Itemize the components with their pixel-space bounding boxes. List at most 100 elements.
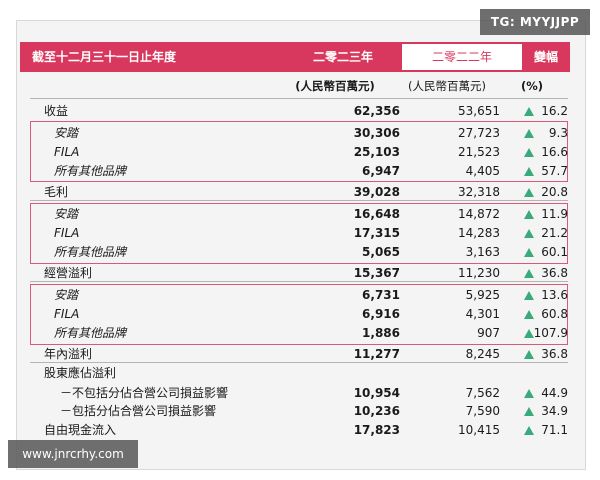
value-2022: 3,163 (465, 245, 500, 259)
up-arrow-icon (524, 389, 534, 398)
row-label: 所有其他品牌 (54, 245, 127, 259)
financial-summary-document (16, 20, 586, 470)
telegram-watermark: TG: MYYJJPP (480, 9, 590, 35)
change-percent: 60.1 (541, 245, 568, 259)
row-label: 安踏 (54, 288, 79, 302)
value-2022: 21,523 (458, 145, 500, 159)
value-2022: 14,872 (458, 207, 500, 221)
row-label: 所有其他品牌 (54, 326, 127, 340)
value-2023: 6,916 (362, 307, 400, 321)
row-label: 年內溢利 (44, 347, 93, 361)
value-2022: 11,230 (458, 266, 500, 280)
up-arrow-icon (524, 210, 534, 219)
table-row: 安踏 30,306 27,723 9.3 (30, 124, 570, 143)
value-2022: 27,723 (458, 126, 500, 140)
operating-profit-brand-box (30, 284, 568, 345)
value-2022: 10,415 (458, 423, 500, 437)
table-row: FILA 6,916 4,301 60.8 (30, 305, 570, 324)
row-label: 安踏 (54, 207, 79, 221)
row-label: FILA (54, 226, 80, 240)
change-percent: 36.8 (541, 347, 568, 361)
value-2022: 5,925 (465, 288, 500, 302)
value-2023: 17,315 (353, 226, 400, 240)
table-row: 收益 62,356 53,651 16.2 (30, 102, 570, 121)
table-row: 經營溢利 15,367 11,230 36.8 (30, 264, 570, 283)
value-2022: 4,405 (465, 164, 500, 178)
change-percent: 11.9 (541, 207, 568, 221)
table-row: 所有其他品牌 6,947 4,405 57.7 (30, 162, 570, 181)
value-2023: 25,103 (353, 145, 400, 159)
up-arrow-icon (524, 167, 534, 176)
value-2022: 7,562 (465, 386, 500, 400)
value-2023: 62,356 (353, 104, 400, 118)
table-row: 毛利 39,028 32,318 20.8 (30, 183, 570, 202)
value-2023: 39,028 (353, 185, 400, 199)
value-2023: 1,886 (362, 326, 400, 340)
gross-profit-brand-box (30, 203, 568, 264)
up-arrow-icon (524, 426, 534, 435)
table-row: －包括分佔合營公司損益影響 10,236 7,590 34.9 (30, 402, 570, 421)
table-row: 所有其他品牌 1,886 907 107.9 (30, 324, 570, 343)
value-2023: 30,306 (353, 126, 400, 140)
value-2022: 7,590 (465, 404, 500, 418)
value-2022: 32,318 (458, 185, 500, 199)
table-header: 截至十二月三十一日止年度 二零二三年 二零二二年 變幅 (20, 42, 570, 72)
change-percent: 34.9 (541, 404, 568, 418)
table-row: 自由現金流入 17,823 10,415 71.1 (30, 421, 570, 440)
table-row: FILA 25,103 21,523 16.6 (30, 143, 570, 162)
change-percent: 36.8 (541, 266, 568, 280)
value-2023: 5,065 (362, 245, 400, 259)
up-arrow-icon (524, 188, 534, 197)
row-label: 經營溢利 (44, 266, 93, 280)
value-2023: 17,823 (353, 423, 400, 437)
up-arrow-icon (524, 129, 534, 138)
divider (30, 281, 568, 282)
header-year-2022: 二零二二年 (402, 42, 522, 72)
value-2022: 907 (477, 326, 500, 340)
divider (30, 200, 568, 201)
revenue-brand-box (30, 121, 568, 182)
value-2022: 14,283 (458, 226, 500, 240)
up-arrow-icon (524, 350, 534, 359)
change-percent: 44.9 (541, 386, 568, 400)
up-arrow-icon (524, 248, 534, 257)
table-row: FILA 17,315 14,283 21.2 (30, 224, 570, 243)
change-percent: 16.6 (541, 145, 568, 159)
unit-year1: (人民幣百萬元) (295, 79, 375, 93)
up-arrow-icon (524, 407, 534, 416)
value-2023: 6,731 (362, 288, 400, 302)
row-label: 自由現金流入 (44, 423, 117, 437)
change-percent: 57.7 (541, 164, 568, 178)
row-label: 收益 (44, 104, 69, 118)
row-label: 安踏 (54, 126, 79, 140)
table-row: 所有其他品牌 5,065 3,163 60.1 (30, 243, 570, 262)
header-change: 變幅 (533, 50, 558, 64)
row-label: 股東應佔溢利 (44, 366, 117, 380)
row-label: 所有其他品牌 (54, 164, 127, 178)
value-2022: 4,301 (465, 307, 500, 321)
value-2023: 16,648 (353, 207, 400, 221)
value-2023: 6,947 (362, 164, 400, 178)
up-arrow-icon (524, 148, 534, 157)
value-2023: 10,954 (353, 386, 400, 400)
value-2023: 15,367 (353, 266, 400, 280)
divider (30, 362, 568, 363)
change-percent: 71.1 (541, 423, 568, 437)
value-2022: 53,651 (458, 104, 500, 118)
change-percent: 13.6 (541, 288, 568, 302)
change-percent: 20.8 (541, 185, 568, 199)
table-row: －不包括分佔合營公司損益影響 10,954 7,562 44.9 (30, 384, 570, 403)
header-period-label: 截至十二月三十一日止年度 (32, 50, 177, 64)
up-arrow-icon (524, 229, 534, 238)
unit-change: (%) (520, 79, 544, 93)
value-2023: 11,277 (353, 347, 400, 361)
value-2022: 8,245 (465, 347, 500, 361)
change-percent: 107.9 (533, 326, 568, 340)
row-label: －包括分佔合營公司損益影響 (60, 404, 217, 418)
table-row: 安踏 16,648 14,872 11.9 (30, 205, 570, 224)
header-year-2023: 二零二三年 (312, 50, 373, 64)
row-label: FILA (54, 307, 80, 321)
row-label: FILA (54, 145, 80, 159)
up-arrow-icon (524, 291, 534, 300)
row-label: －不包括分佔合營公司損益影響 (60, 386, 229, 400)
